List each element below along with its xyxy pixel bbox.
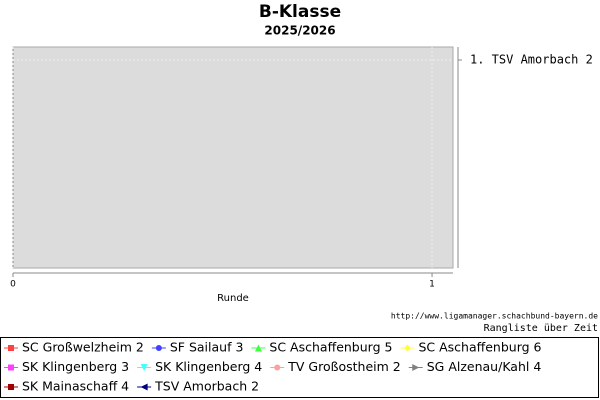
legend-label: SC Aschaffenburg 5 bbox=[269, 340, 392, 355]
x-tick-label: 0 bbox=[10, 280, 16, 290]
x-axis-label: Runde bbox=[217, 293, 249, 304]
x-tick-label: 1 bbox=[429, 280, 435, 290]
legend-label: SC Aschaffenburg 6 bbox=[418, 340, 541, 355]
legend-label: TV Großostheim 2 bbox=[287, 359, 400, 374]
legend-label: SG Alzenau/Kahl 4 bbox=[427, 359, 542, 374]
legend-label: SC Großwelzheim 2 bbox=[22, 340, 144, 355]
source-url: http://www.ligamanager.schachbund-bayern… bbox=[391, 312, 598, 321]
legend-marker bbox=[8, 364, 14, 371]
legend-label: SK Mainaschaff 4 bbox=[22, 379, 129, 394]
legend-marker bbox=[140, 364, 148, 371]
legend-marker bbox=[274, 364, 281, 371]
chart-subtitle: 2025/2026 bbox=[264, 24, 335, 38]
legend-marker bbox=[8, 345, 14, 351]
legend-label: TSV Amorbach 2 bbox=[154, 379, 259, 394]
legend-label: SK Klingenberg 3 bbox=[22, 359, 129, 374]
plot-area bbox=[12, 46, 454, 269]
legend-marker bbox=[140, 383, 148, 391]
legend-marker bbox=[412, 364, 420, 371]
chart-title: B-Klasse bbox=[259, 2, 341, 22]
legend-marker bbox=[8, 384, 14, 390]
legend-label: SF Sailauf 3 bbox=[170, 340, 244, 355]
legend-marker bbox=[254, 344, 262, 352]
legend-marker bbox=[155, 345, 162, 351]
legend-marker bbox=[403, 344, 411, 352]
legend-label: SK Klingenberg 4 bbox=[155, 359, 262, 374]
legend-box bbox=[0, 337, 599, 398]
caption: Rangliste über Zeit bbox=[484, 323, 598, 334]
y2-tick-label: 1. TSV Amorbach 2 bbox=[470, 53, 593, 67]
